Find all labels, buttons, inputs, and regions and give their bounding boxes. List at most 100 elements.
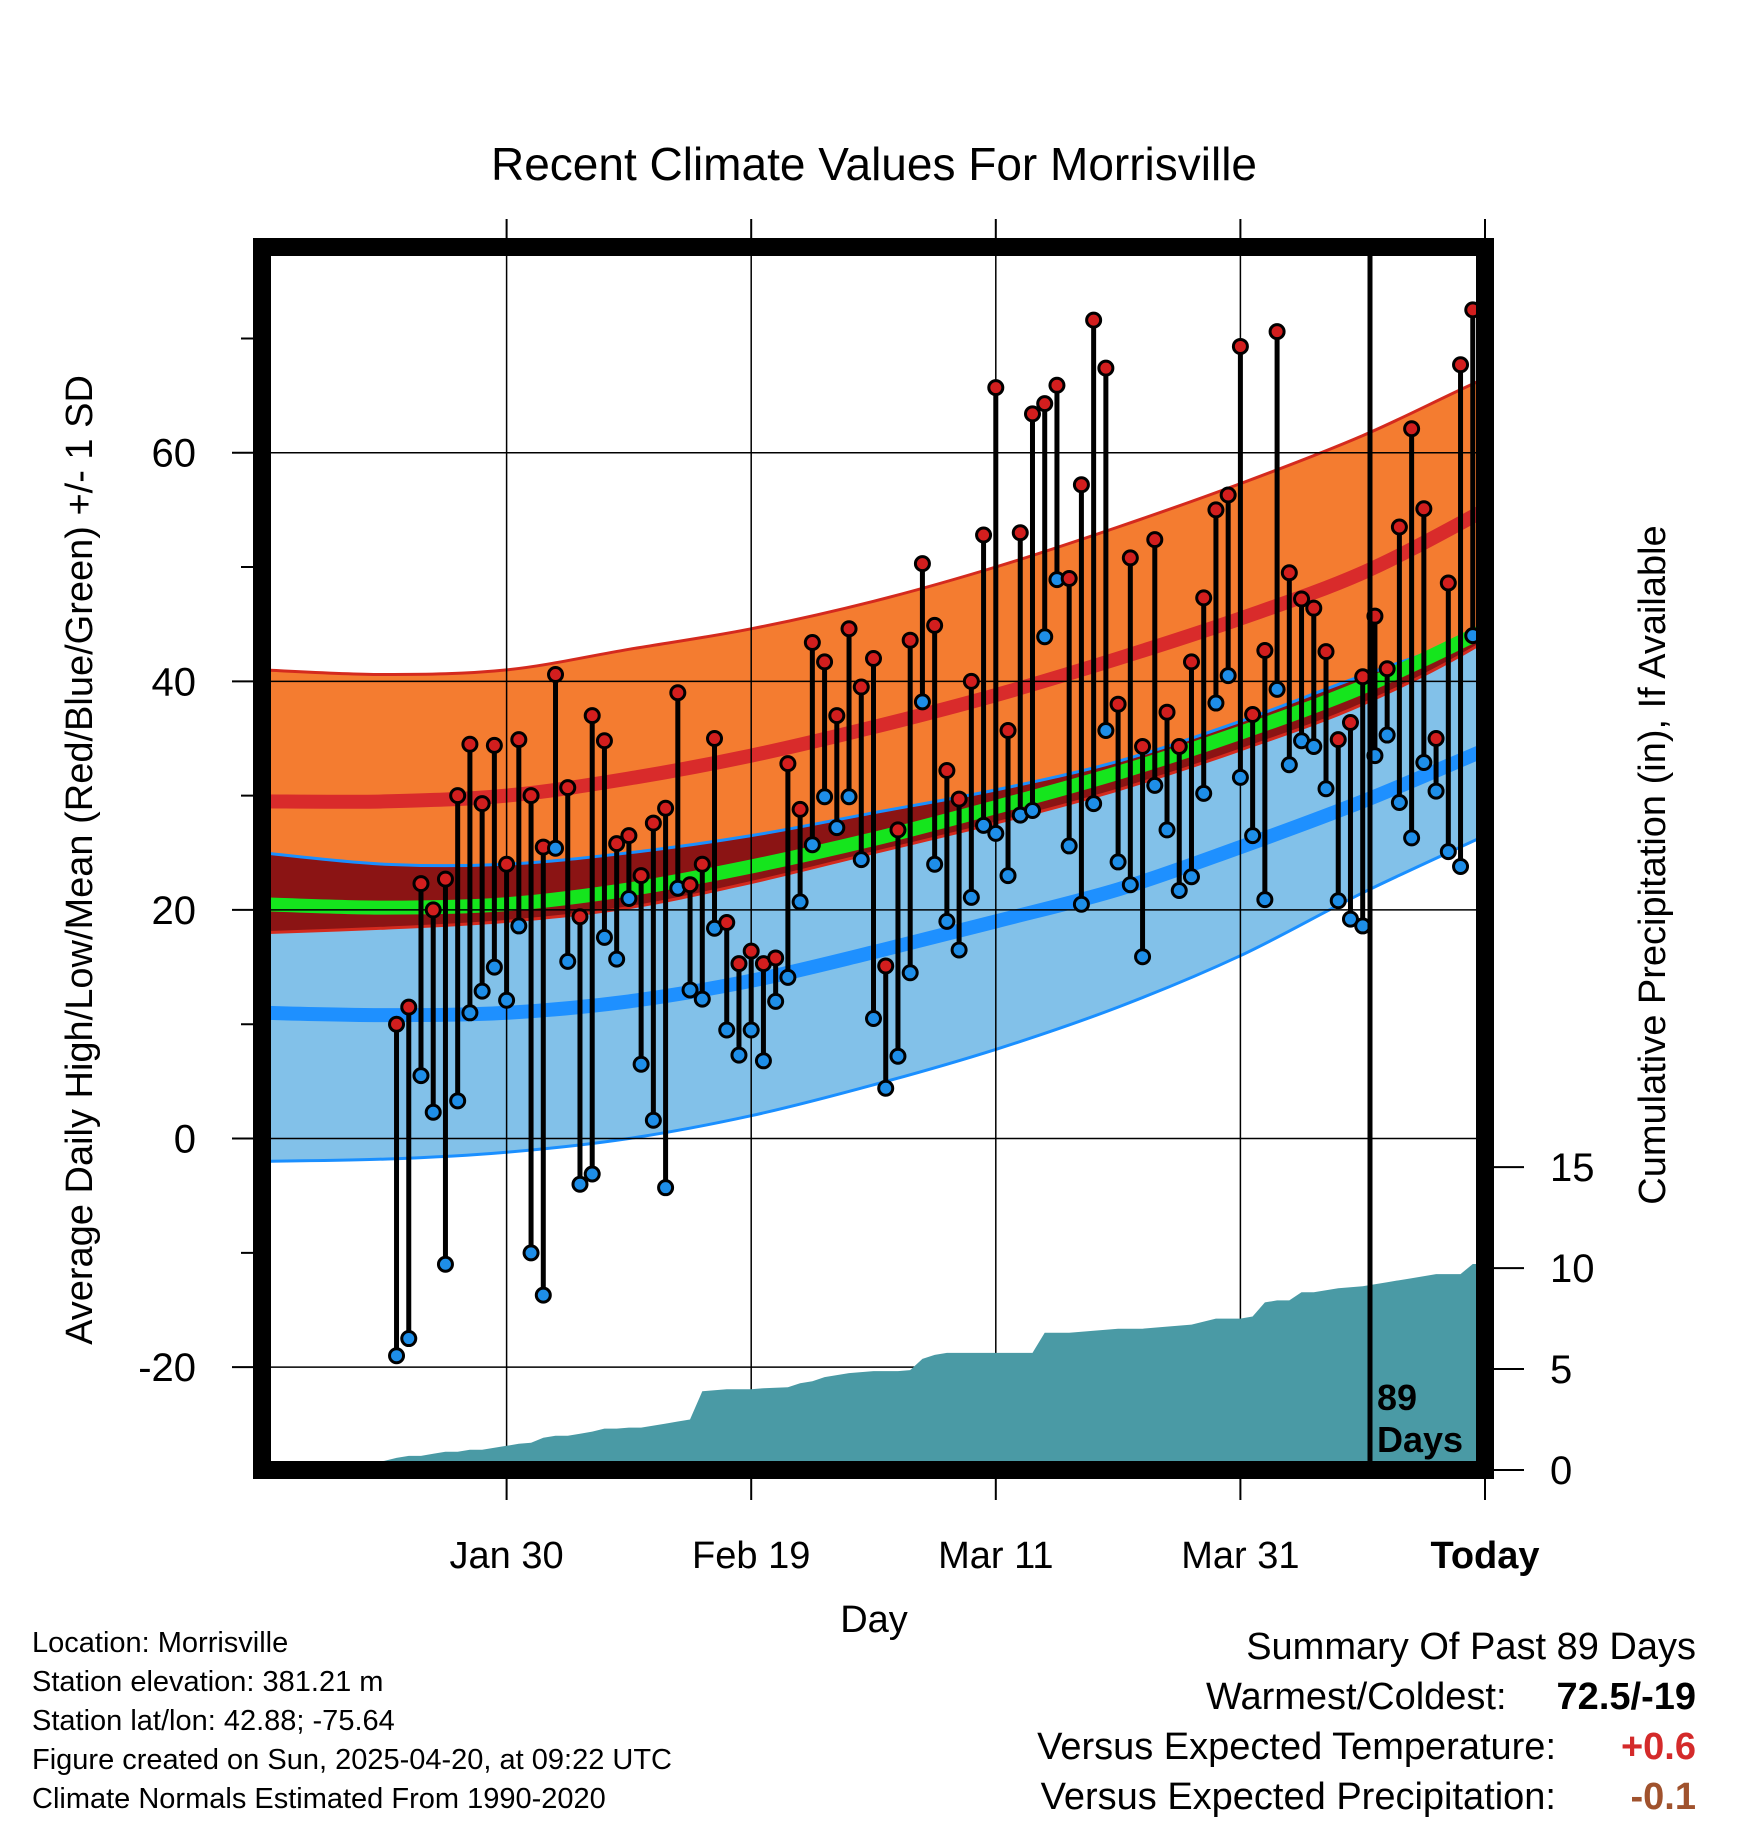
daily-high-dot	[1293, 590, 1311, 608]
daily-high-dot	[1231, 337, 1249, 355]
daily-high-dot	[913, 555, 931, 573]
daily-low-dot	[1023, 801, 1041, 819]
daily-high-dot	[1341, 713, 1359, 731]
daily-low-dot	[962, 888, 980, 906]
daily-high-dot	[1170, 737, 1188, 755]
daily-low-dot	[522, 1244, 540, 1262]
daily-high-dot	[1048, 376, 1066, 394]
today-days-label: Days	[1377, 1419, 1463, 1460]
daily-low-dot	[791, 893, 809, 911]
daily-stems	[394, 309, 1476, 1356]
daily-high-dot	[865, 649, 882, 667]
y2-tick-label: 5	[1550, 1348, 1572, 1392]
daily-low-dot	[1036, 628, 1054, 646]
y-tick-label: 20	[152, 889, 197, 933]
y-tick-label: -20	[138, 1346, 196, 1390]
daily-high-dot	[950, 790, 968, 808]
daily-high-dot	[1219, 486, 1237, 504]
daily-high-dot	[1011, 524, 1029, 542]
daily-low-dot	[608, 950, 626, 968]
daily-high-dot	[1109, 695, 1127, 713]
daily-high-dot	[436, 870, 454, 888]
daily-high-dot	[742, 942, 760, 960]
low-normal-line	[262, 742, 1485, 1023]
daily-high-dot	[926, 616, 944, 634]
latlon-text: Station lat/lon: 42.88; -75.64	[32, 1705, 395, 1737]
daily-high-dot	[644, 814, 662, 832]
daily-low-dot	[559, 952, 577, 970]
daily-high-dot	[852, 678, 870, 696]
summary-title: Summary Of Past 89 Days	[1037, 1622, 1696, 1672]
low-lower-edge	[262, 833, 1485, 1163]
daily-low-dot	[595, 928, 613, 946]
daily-low-dot	[1097, 721, 1115, 739]
daily-low-dot	[767, 992, 785, 1010]
daily-high-dot	[632, 867, 650, 885]
station-info: Location: Morrisville Station elevation:…	[32, 1624, 672, 1819]
daily-high-dot	[1329, 731, 1347, 749]
daily-high-dot	[1427, 729, 1445, 747]
y-tick-label: 60	[152, 432, 197, 476]
daily-low-dot	[926, 855, 944, 873]
daily-high-dot	[706, 729, 724, 747]
daily-low-dot	[400, 1330, 418, 1348]
daily-low-dot	[1452, 858, 1470, 876]
x-axis-label: Day	[840, 1599, 908, 1641]
daily-high-dot	[1317, 643, 1335, 661]
daily-low-dot	[1207, 694, 1225, 712]
y2-tick-label: 0	[1550, 1449, 1572, 1493]
daily-high-dot	[938, 761, 956, 779]
daily-high-dot	[473, 795, 491, 813]
daily-low-dot	[754, 1052, 772, 1070]
daily-high-dot	[669, 684, 687, 702]
daily-high-dot	[1415, 500, 1433, 518]
precip-label: Versus Expected Precipitation:	[1040, 1776, 1556, 1818]
elevation-text: Station elevation: 381.21 m	[32, 1666, 384, 1698]
daily-dots	[388, 301, 1482, 1365]
daily-low-dot	[388, 1347, 406, 1365]
daily-high-dot	[1280, 564, 1298, 582]
daily-high-dot	[571, 908, 589, 926]
daily-low-dot	[1085, 795, 1103, 813]
daily-low-dot	[852, 851, 870, 869]
daily-low-dot	[1231, 768, 1249, 786]
daily-low-dot	[571, 1175, 589, 1193]
daily-high-dot	[840, 620, 858, 638]
daily-high-dot	[1023, 405, 1041, 423]
daily-low-dot	[424, 1103, 442, 1121]
daily-high-dot	[449, 787, 467, 805]
daily-low-dot	[828, 819, 846, 837]
daily-low-dot	[840, 788, 858, 806]
daily-low-dot	[865, 1010, 882, 1028]
plot-frame	[253, 238, 1494, 1479]
location-text: Location: Morrisville	[32, 1627, 289, 1659]
daily-high-dot	[461, 735, 479, 753]
daily-low-dot	[681, 981, 699, 999]
x-tick-label: Today	[1430, 1535, 1539, 1577]
summary-precip-row: Versus Expected Precipitation: -0.1	[1037, 1772, 1696, 1822]
temp-label: Versus Expected Temperature:	[1037, 1726, 1556, 1768]
daily-low-dot	[547, 839, 565, 857]
y-axis-left: -20 0 20 40 60	[138, 337, 262, 1390]
daily-high-dot	[975, 526, 993, 544]
y2-tick-label: 10	[1550, 1247, 1595, 1291]
daily-low-dot	[473, 982, 491, 1000]
daily-low-dot	[1060, 837, 1078, 855]
x-tick-label: Feb 19	[692, 1535, 810, 1577]
daily-low-dot	[803, 836, 821, 854]
daily-high-dot	[803, 633, 821, 651]
daily-low-dot	[1195, 784, 1213, 802]
daily-high-dot	[1207, 501, 1225, 519]
daily-low-dot	[816, 788, 834, 806]
daily-high-dot	[1256, 641, 1274, 659]
daily-high-dot	[388, 1015, 406, 1033]
daily-low-dot	[449, 1092, 467, 1110]
daily-low-dot	[1146, 776, 1164, 794]
daily-high-dot	[1390, 518, 1408, 536]
temp-value: +0.6	[1620, 1726, 1696, 1768]
daily-high-dot	[1452, 356, 1470, 374]
daily-low-dot	[1341, 910, 1359, 928]
daily-high-dot	[1182, 653, 1200, 671]
daily-low-dot	[1329, 892, 1347, 910]
y-tick-label: 0	[174, 1118, 196, 1162]
